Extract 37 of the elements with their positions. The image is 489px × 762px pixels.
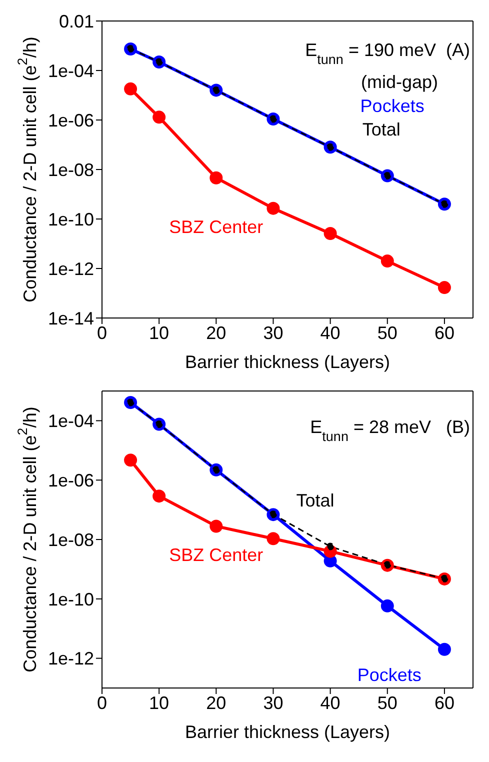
series-label: Pockets xyxy=(357,664,422,685)
x-tick-label: 10 xyxy=(149,692,170,713)
x-tick-label: 20 xyxy=(206,692,226,713)
x-tick-label: 60 xyxy=(434,692,454,713)
annotation: E$_{tunn}$ = 28 meV (B) xyxy=(310,417,470,444)
y-tick-label: 1e-10 xyxy=(48,589,94,610)
x-axis-title: Barrier thickness (Layers) xyxy=(184,352,390,372)
x-tick-label: 20 xyxy=(206,322,226,343)
x-tick-label: 40 xyxy=(320,322,340,343)
annotation: E$_{tunn}$ = 190 meV (A) xyxy=(305,40,470,66)
x-tick-label: 50 xyxy=(377,692,398,713)
y-tick-label: 1e-06 xyxy=(48,470,94,490)
series-label: SBZ Center xyxy=(169,216,264,237)
y-tick-label: 1e-04 xyxy=(48,411,94,432)
y-tick-label: 1e-08 xyxy=(48,530,94,550)
x-tick-label: 0 xyxy=(96,692,108,713)
x-tick-label: 30 xyxy=(263,322,284,343)
x-tick-label: 30 xyxy=(263,692,284,713)
series-label: Total xyxy=(296,490,334,511)
x-axis-title: Barrier thickness (Layers) xyxy=(184,722,390,742)
x-tick-label: 60 xyxy=(434,322,454,343)
x-tick-label: 40 xyxy=(320,692,340,713)
y-tick-label: 1e-08 xyxy=(48,160,94,180)
y-tick-label: 1e-12 xyxy=(48,648,94,669)
y-tick-label: 1e-06 xyxy=(48,110,94,130)
x-tick-label: 0 xyxy=(96,322,108,343)
series-label: SBZ Center xyxy=(169,545,264,566)
y-tick-label: 1e-14 xyxy=(48,308,94,328)
x-tick-label: 10 xyxy=(149,322,170,343)
y-tick-label: 1e-12 xyxy=(48,258,94,279)
y-tick-label: 1e-04 xyxy=(48,60,94,81)
y-tick-label: 1e-10 xyxy=(48,209,94,230)
series-label: Total xyxy=(362,120,400,140)
text: Pockets xyxy=(360,96,424,116)
x-tick-label: 50 xyxy=(377,322,398,343)
y-tick-label: 0.01 xyxy=(58,11,94,32)
annotation: (mid-gap) xyxy=(360,72,438,92)
